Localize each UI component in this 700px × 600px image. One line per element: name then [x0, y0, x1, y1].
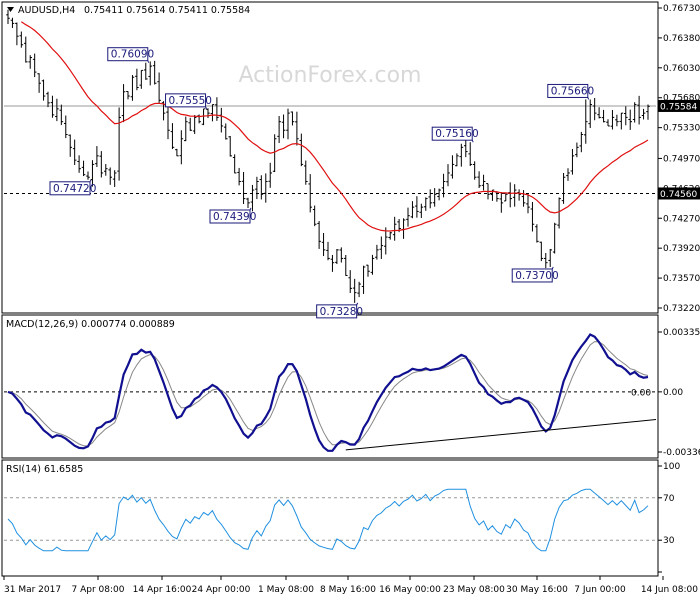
ohlc-header: 0.75411 0.75614 0.75411 0.75584 — [84, 5, 250, 16]
support-price-tag: 0.74560 — [660, 190, 697, 200]
price-tick-label: 0.73920 — [663, 244, 700, 254]
swing-label-pointer — [147, 60, 150, 63]
time-x-axis: 31 Mar 2017 7 Apr 08:00 14 Apr 16:00 24 Apr… — [3, 576, 698, 595]
price-tick-label: 0.76730 — [663, 4, 700, 14]
x-tick-label: 7 Jun 00:00 — [574, 585, 626, 595]
swing-label-box — [107, 47, 149, 62]
price-series — [4, 9, 656, 303]
price-panel-frame — [1, 1, 659, 314]
price-tick-label: 0.75330 — [663, 124, 700, 134]
symbol-title: AUDUSD,H4 — [18, 5, 75, 16]
price-tick-label: 0.73220 — [663, 304, 700, 314]
macd-title: MACD(12,26,9) 0.000774 0.000889 — [6, 319, 175, 330]
price-tick-label: 0.75680 — [663, 94, 700, 104]
macd-panel-frame — [1, 314, 659, 459]
swing-label-text: 0.73280 — [320, 306, 363, 318]
swing-label-text: 0.74720 — [53, 183, 96, 195]
swing-label-text: 0.74390 — [213, 211, 256, 223]
x-tick-label: 30 May 16:00 — [506, 585, 568, 595]
price-tick-label: 0.74970 — [663, 154, 700, 164]
swing-label-text: 0.75550 — [169, 95, 212, 107]
collapse-arrow-icon — [7, 7, 14, 12]
swing-label-pointer — [89, 179, 92, 183]
macd-tick-label: 0.003353 — [663, 328, 700, 338]
swing-label-pointer — [205, 106, 208, 110]
swing-labels: 0.76090 0.74720 0.75550 0.74390 0.73280 0.751… — [49, 47, 594, 319]
x-tick-label: 23 May 08:00 — [443, 585, 505, 595]
rsi-title: RSI(14) 61.6585 — [6, 464, 83, 475]
rsi-tick-label: 100 — [663, 462, 680, 472]
swing-label-text: 0.76090 — [111, 49, 154, 61]
rsi-series — [4, 488, 656, 552]
current-price-tag: 0.75584 — [660, 102, 697, 112]
x-tick-label: 8 May 16:00 — [320, 585, 376, 595]
price-tick-label: 0.74270 — [663, 214, 700, 224]
x-tick-label: 16 May 00:00 — [379, 585, 441, 595]
macd-zero-label: 0.00 — [631, 388, 651, 398]
rsi-tick-label: 70 — [663, 494, 675, 504]
swing-label-box — [431, 126, 473, 141]
price-tick-label: 0.76030 — [663, 64, 700, 74]
macd-series: 0.00 — [4, 333, 657, 452]
swing-label-pointer — [471, 139, 474, 143]
swing-label-box — [49, 181, 91, 196]
x-tick-label: 7 Apr 08:00 — [72, 585, 125, 595]
rsi-y-axis: 100 70 30 — [658, 462, 680, 573]
swing-label-text: 0.75660 — [551, 85, 594, 97]
macd-y-axis: 0.003353 0.00 -0.003369 — [658, 328, 700, 458]
price-tick-label: 0.76380 — [663, 34, 700, 44]
macd-line — [7, 333, 649, 452]
macd-trendline — [345, 419, 657, 451]
swing-label-box — [511, 268, 553, 283]
swing-label-pointer — [249, 207, 252, 211]
swing-label-box — [209, 209, 251, 224]
swing-label-box — [316, 304, 358, 319]
x-tick-label: 14 Jun 08:00 — [641, 585, 698, 595]
moving-average-line — [20, 21, 649, 232]
macd-signal-line — [7, 341, 649, 447]
price-tick-label: 0.73570 — [663, 274, 700, 284]
current-price-tag-box — [658, 99, 700, 112]
x-tick-label: 1 May 08:00 — [258, 585, 314, 595]
swing-label-box — [547, 83, 589, 98]
swing-label-pointer — [551, 266, 554, 270]
x-tick-label: 31 Mar 2017 — [4, 585, 61, 595]
rsi-line — [7, 488, 649, 552]
price-header: AUDUSD,H4 0.75411 0.75614 0.75411 0.7558… — [7, 5, 250, 16]
x-tick-label: 14 Apr 16:00 — [133, 585, 192, 595]
rsi-tick-label: 30 — [663, 536, 675, 546]
macd-tick-label: 0.00 — [663, 388, 683, 398]
support-price-tag-box — [658, 187, 700, 200]
swing-label-pointer — [587, 97, 590, 100]
swing-label-pointer — [356, 302, 359, 306]
rsi-panel-frame — [1, 459, 659, 577]
swing-label-text: 0.73700 — [515, 270, 558, 282]
x-tick-label: 24 Apr 00:00 — [192, 585, 251, 595]
watermark: ActionForex.com — [239, 63, 422, 88]
swing-label-text: 0.75160 — [435, 128, 478, 140]
price-y-axis: 0.76730 0.76380 0.76030 0.75680 0.75330 0.749… — [658, 4, 700, 314]
swing-label-box — [165, 93, 207, 108]
macd-tick-label: -0.003369 — [663, 448, 700, 458]
